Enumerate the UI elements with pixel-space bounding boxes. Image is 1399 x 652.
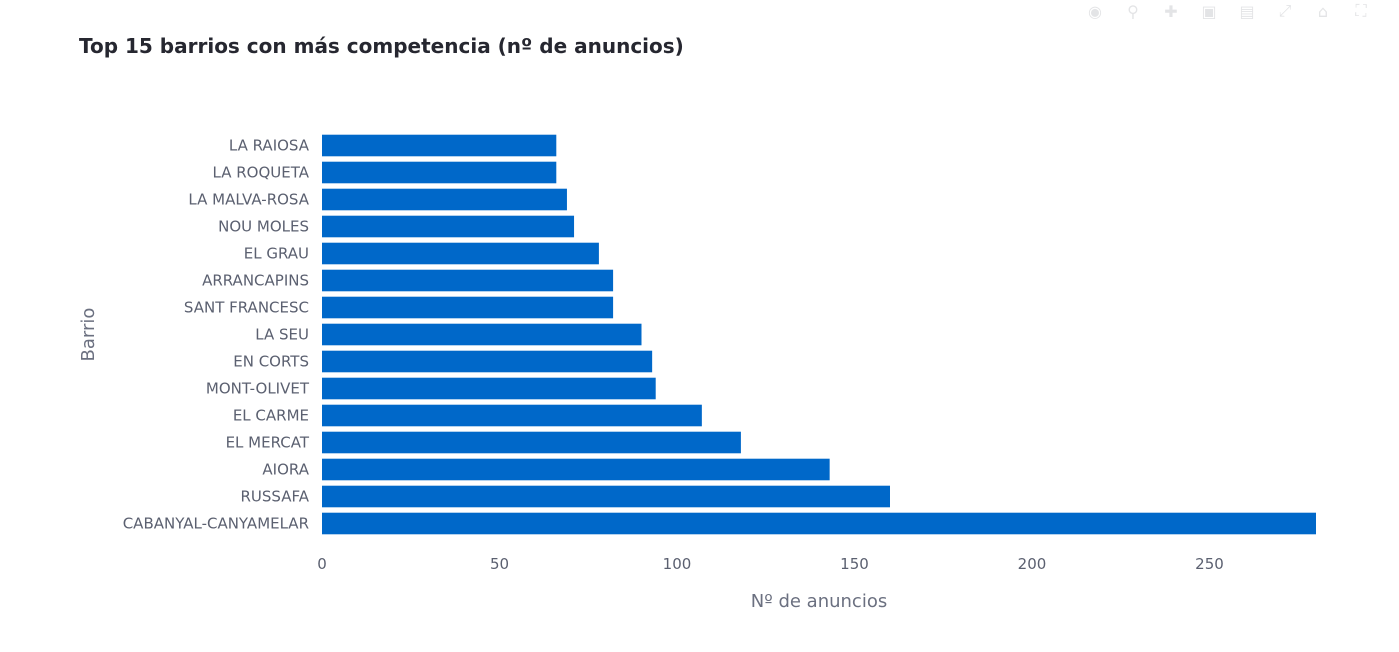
y-tick-label: CABANYAL-CANYAMELAR [123,515,309,533]
bar-cabanyal-canyamelar[interactable] [322,512,1316,535]
bar-russafa[interactable] [322,485,890,508]
zoom-in-icon[interactable]: ▣ [1201,1,1217,21]
y-tick-label: ARRANCAPINS [202,272,309,290]
x-tick-label: 0 [317,555,327,573]
bars-group [322,134,1316,535]
y-tick-label: EL CARME [233,407,309,425]
y-tick-label: MONT-OLIVET [206,380,310,398]
x-tick-label: 100 [663,555,692,573]
y-tick-label: LA RAIOSA [229,137,310,155]
x-tick-label: 50 [490,555,509,573]
bar-la-malva-rosa[interactable] [322,188,567,211]
y-tick-label: LA ROQUETA [213,164,310,182]
y-tick-label: SANT FRANCESC [184,299,309,317]
bar-la-seu[interactable] [322,323,642,346]
chart-toolbar: ◉ ⚲ ✚ ▣ ▤ ⤢ ⌂ ⛶ [1085,0,1371,22]
bar-el-carme[interactable] [322,404,702,427]
y-tick-label: RUSSAFA [241,488,310,506]
pan-icon[interactable]: ✚ [1164,1,1178,21]
autoscale-icon[interactable]: ⤢ [1278,1,1292,20]
y-tick-label: EL GRAU [244,245,309,263]
bar-la-roqueta[interactable] [322,161,557,184]
bar-en-corts[interactable] [322,350,653,373]
zoom-out-icon[interactable]: ▤ [1239,1,1255,21]
y-tick-label: EN CORTS [233,353,309,371]
y-tick-label: EL MERCAT [226,434,310,452]
bar-el-grau[interactable] [322,242,599,265]
bar-la-raiosa[interactable] [322,134,557,157]
chart-title: Top 15 barrios con más competencia (nº d… [79,34,684,58]
x-tick-label: 250 [1195,555,1224,573]
bar-nou-moles[interactable] [322,215,575,238]
bar-sant-francesc[interactable] [322,296,614,319]
zoom-icon[interactable]: ⚲ [1127,1,1139,21]
reset-icon[interactable]: ⌂ [1317,1,1329,21]
bar-arrancapins[interactable] [322,269,614,292]
x-tick-labels: 0 50 100 150 200 250 [317,555,1224,573]
x-axis-title: Nº de anuncios [751,591,887,612]
y-axis-title: Barrio [78,308,99,362]
camera-icon[interactable]: ◉ [1088,1,1102,21]
x-tick-label: 200 [1018,555,1047,573]
bar-aiora[interactable] [322,458,830,481]
y-tick-label: NOU MOLES [218,218,309,236]
y-tick-labels: LA RAIOSA LA ROQUETA LA MALVA-ROSA NOU MOLE… [123,137,310,533]
y-tick-label: LA MALVA-ROSA [188,191,309,209]
y-tick-label: LA SEU [255,326,309,344]
x-tick-label: 150 [840,555,869,573]
bar-el-mercat[interactable] [322,431,741,454]
y-tick-label: AIORA [262,461,309,479]
bar-mont-olivet[interactable] [322,377,656,400]
fullscreen-icon[interactable]: ⛶ [1355,1,1367,20]
